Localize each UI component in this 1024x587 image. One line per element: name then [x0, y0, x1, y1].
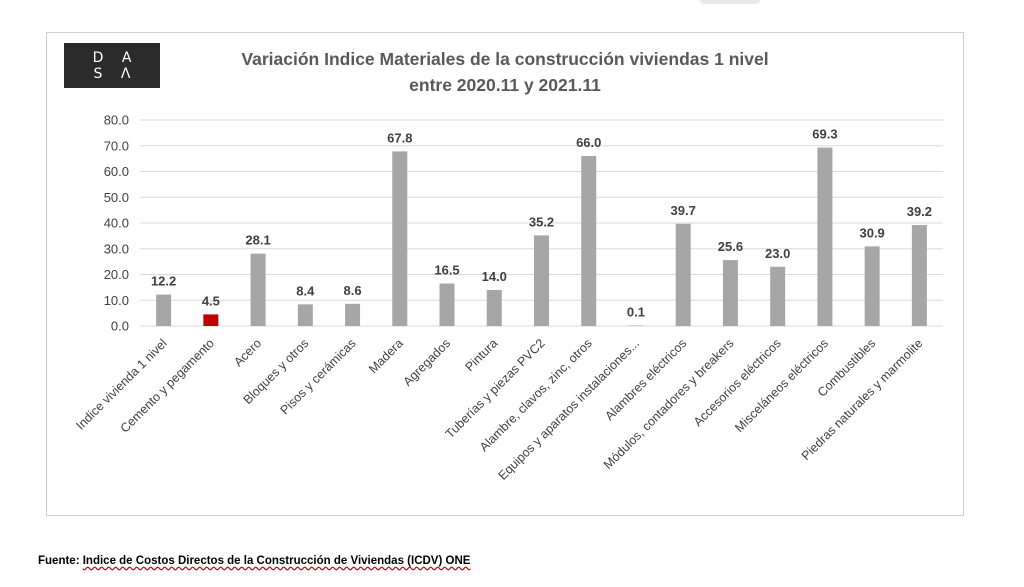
- category-label: Accesorios eléctricos: [691, 336, 784, 429]
- bar-0: [156, 294, 172, 326]
- data-label: 0.1: [627, 305, 645, 320]
- bar-8: [534, 235, 549, 326]
- data-label: 8.4: [296, 283, 315, 298]
- y-tick-label: 60.0: [104, 164, 129, 179]
- y-tick-label: 20.0: [104, 267, 129, 282]
- bar-3: [297, 304, 313, 326]
- category-label: Acero: [231, 336, 264, 369]
- bar-chart: 0.0 10.0 20.0 30.0 40.0 50.0 60.0 70.0 80.0 12.2 I…: [73, 113, 943, 483]
- data-label: 67.8: [387, 130, 412, 145]
- bar-13: [770, 266, 786, 326]
- bar-7: [486, 289, 502, 326]
- data-label: 39.7: [671, 203, 696, 218]
- y-tick-label: 70.0: [104, 138, 129, 153]
- source-footer: Fuente: Indice de Costos Directos de la …: [38, 555, 470, 567]
- data-label: 25.6: [718, 239, 743, 254]
- category-label: Agregados: [400, 336, 453, 389]
- bar-15: [864, 246, 880, 326]
- chart-title-line-2: entre 2020.11 y 2021.11: [409, 75, 601, 95]
- data-label: 28.1: [245, 233, 270, 248]
- y-tick-label: 30.0: [104, 241, 129, 256]
- bar-14: [817, 147, 833, 326]
- bar-12: [722, 260, 738, 326]
- logo-line-1: D A: [92, 49, 139, 66]
- bar-11: [675, 223, 691, 326]
- data-label: 39.2: [907, 204, 932, 219]
- logo-line-2: S Λ: [93, 65, 138, 82]
- y-tick-label: 80.0: [104, 113, 129, 128]
- bar-10: [628, 325, 644, 326]
- chart-title: Variación Indice Materiales de la constr…: [200, 46, 810, 98]
- category-label: Cemento y pegamento: [118, 336, 217, 435]
- bar-5: [392, 151, 408, 326]
- data-label: 23.0: [765, 246, 790, 261]
- bar-2: [250, 253, 266, 326]
- category-label: Alambres eléctricos: [602, 336, 689, 423]
- data-label: 30.9: [859, 225, 884, 240]
- bar-9: [581, 156, 597, 326]
- category-label: Indice vivienda 1 nivel: [73, 336, 169, 432]
- category-label: Pintura: [462, 336, 500, 374]
- category-label: Madera: [366, 336, 406, 376]
- data-label: 4.5: [202, 293, 220, 308]
- decorative-shadow: [700, 0, 760, 4]
- y-tick-label: 40.0: [104, 216, 129, 231]
- y-tick-label: 0.0: [111, 319, 129, 334]
- y-tick-label: 50.0: [104, 190, 129, 205]
- source-text: Indice de Costos Directos de la Construc…: [82, 555, 471, 567]
- chart-title-line-1: Variación Indice Materiales de la constr…: [241, 49, 769, 69]
- data-label: 35.2: [529, 214, 554, 229]
- data-label: 8.6: [344, 283, 362, 298]
- category-label: Misceláneos eléctricos: [732, 336, 831, 435]
- source-label: Fuente:: [38, 555, 83, 567]
- data-label: 12.2: [151, 274, 176, 289]
- data-label: 66.0: [576, 135, 601, 150]
- bar-1: [203, 314, 219, 326]
- dasa-logo: D A S Λ: [64, 43, 160, 88]
- data-label: 16.5: [434, 263, 459, 278]
- y-tick-label: 10.0: [104, 293, 129, 308]
- bar-6: [439, 283, 455, 326]
- bar-16: [911, 225, 927, 326]
- data-label: 14.0: [482, 269, 507, 284]
- data-label: 69.3: [812, 127, 837, 142]
- bar-4: [345, 303, 361, 326]
